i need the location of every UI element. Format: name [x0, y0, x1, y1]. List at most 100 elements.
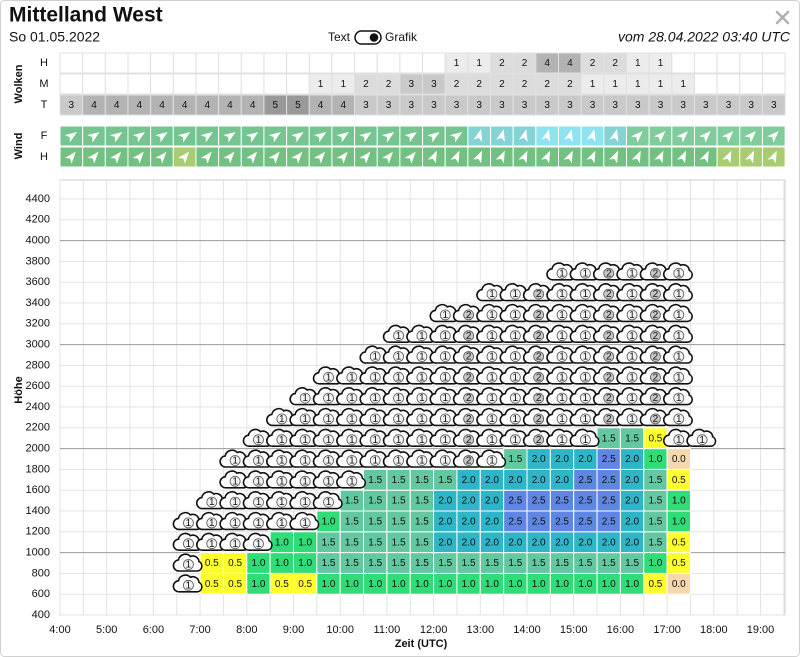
cloud-value: 1: [326, 393, 332, 404]
lift-value: 1.5: [392, 475, 406, 486]
cloud-icon: 1: [662, 407, 693, 427]
cloud-value: 1: [419, 414, 425, 425]
cloud-icon: 1: [569, 428, 600, 448]
cloud-value: 2: [363, 79, 369, 90]
cloud-badge: [206, 496, 218, 508]
cloud-badge: [626, 371, 638, 383]
cloud-icon: 2: [592, 366, 623, 385]
cloud-icon: 2: [452, 387, 483, 406]
cloud-value: 2: [522, 79, 528, 90]
cloud-value: 1: [279, 497, 285, 508]
lift-value: 1.5: [345, 558, 359, 569]
lift-value: 1.0: [298, 558, 312, 569]
cloud-badge: [696, 434, 708, 446]
cloud-badge: [393, 351, 404, 362]
close-stroke[interactable]: [775, 10, 790, 25]
cloud-badge: [673, 392, 685, 404]
cloud-value: 1: [489, 289, 495, 300]
wind-arrow: [450, 150, 460, 164]
x-tick-label: 19:00: [747, 624, 775, 636]
cloud-value: 1: [489, 435, 495, 446]
cloud-badge: [229, 455, 241, 466]
cloud-icon: 1: [476, 407, 507, 427]
cloud-icon: 1: [172, 553, 203, 572]
cloud-value: 2: [653, 331, 659, 342]
wind-arrow: [699, 150, 709, 164]
y-tick-label: 3200: [26, 318, 50, 330]
cloud-value: 1: [699, 435, 705, 446]
cloud-value: 1: [396, 372, 402, 383]
cloud-value: 1: [489, 393, 495, 404]
cloud-value: 3: [522, 100, 528, 111]
cloud-value: 1: [489, 352, 495, 363]
lift-value: 1.0: [672, 496, 686, 507]
cloud-value: 1: [635, 58, 641, 69]
cloud-icon: 2: [522, 428, 553, 448]
cloud-badge: [486, 309, 498, 321]
cloud-badge: [346, 392, 358, 404]
wind-arrow: [699, 131, 711, 143]
close-button[interactable]: [775, 10, 790, 25]
cloud-value: 1: [442, 456, 448, 467]
cloud-badge: [556, 330, 568, 342]
cloud-icon: 1: [406, 449, 437, 468]
cloud-cell: [59, 73, 84, 95]
cloud-value: 2: [466, 414, 472, 425]
cloud-badge: [276, 517, 288, 529]
toggle-text-label[interactable]: Text: [328, 30, 351, 44]
cloud-value: 3: [680, 100, 686, 111]
row-label: H: [40, 151, 48, 163]
view-toggle[interactable]: Text Grafik: [328, 30, 418, 45]
cloud-value: 1: [349, 456, 355, 467]
cloud-badge: [463, 371, 475, 383]
cloud-icon: 2: [639, 387, 670, 406]
cloud-badge: [650, 371, 661, 383]
cloud-badge: [533, 351, 545, 362]
cloud-icon: 1: [289, 428, 320, 448]
cloud-value: 2: [653, 310, 659, 321]
lift-value: 2.0: [462, 475, 476, 486]
wind-arrow: [767, 131, 779, 143]
toggle-graphic-label[interactable]: Grafik: [385, 30, 418, 44]
wind-arrow: [336, 151, 348, 164]
cloud-value: 1: [513, 289, 519, 300]
cloud-icon: 1: [242, 449, 273, 468]
cloud-value: 4: [250, 100, 256, 111]
cloud-badge: [556, 267, 568, 279]
cloud-badge: [323, 392, 334, 404]
cloud-badge: [650, 413, 661, 425]
lift-value: 1.0: [392, 579, 406, 590]
cloud-cell: [150, 73, 174, 95]
lift-value: 1.0: [555, 579, 569, 590]
cloud-icon: 1: [662, 387, 693, 406]
cloud-badge: [509, 434, 521, 446]
row-label: M: [39, 78, 48, 90]
cloud-value: 1: [583, 310, 589, 321]
lift-value: 1.0: [438, 579, 452, 590]
lift-value: 1.5: [415, 496, 429, 507]
x-tick-label: 12:00: [420, 624, 448, 636]
cloud-value: 1: [513, 435, 519, 446]
lift-value: 1.0: [415, 579, 429, 590]
cloud-icon: 1: [406, 324, 437, 344]
lift-value: 2.0: [438, 517, 452, 528]
lift-value: 0.0: [672, 454, 686, 465]
cloud-badge: [299, 434, 311, 446]
cloud-cell: [218, 73, 242, 95]
lift-value: 2.5: [508, 517, 522, 528]
cloud-value: 3: [567, 100, 573, 111]
cloud-badge: [276, 434, 288, 446]
toggle-knob[interactable]: [369, 33, 379, 42]
cloud-badge: [650, 267, 661, 279]
cloud-value: 1: [676, 289, 682, 300]
lift-value: 1.0: [252, 558, 266, 569]
wind-arrow: [631, 131, 643, 143]
cloud-value: 3: [408, 100, 414, 111]
cloud-badge: [579, 288, 591, 300]
cloud-value: 1: [419, 435, 425, 446]
cloud-badge: [556, 413, 568, 425]
cloud-value: 1: [186, 539, 192, 550]
cloud-value: 3: [363, 100, 369, 111]
cloud-cell: [127, 52, 152, 74]
cloud-badge: [323, 475, 334, 487]
